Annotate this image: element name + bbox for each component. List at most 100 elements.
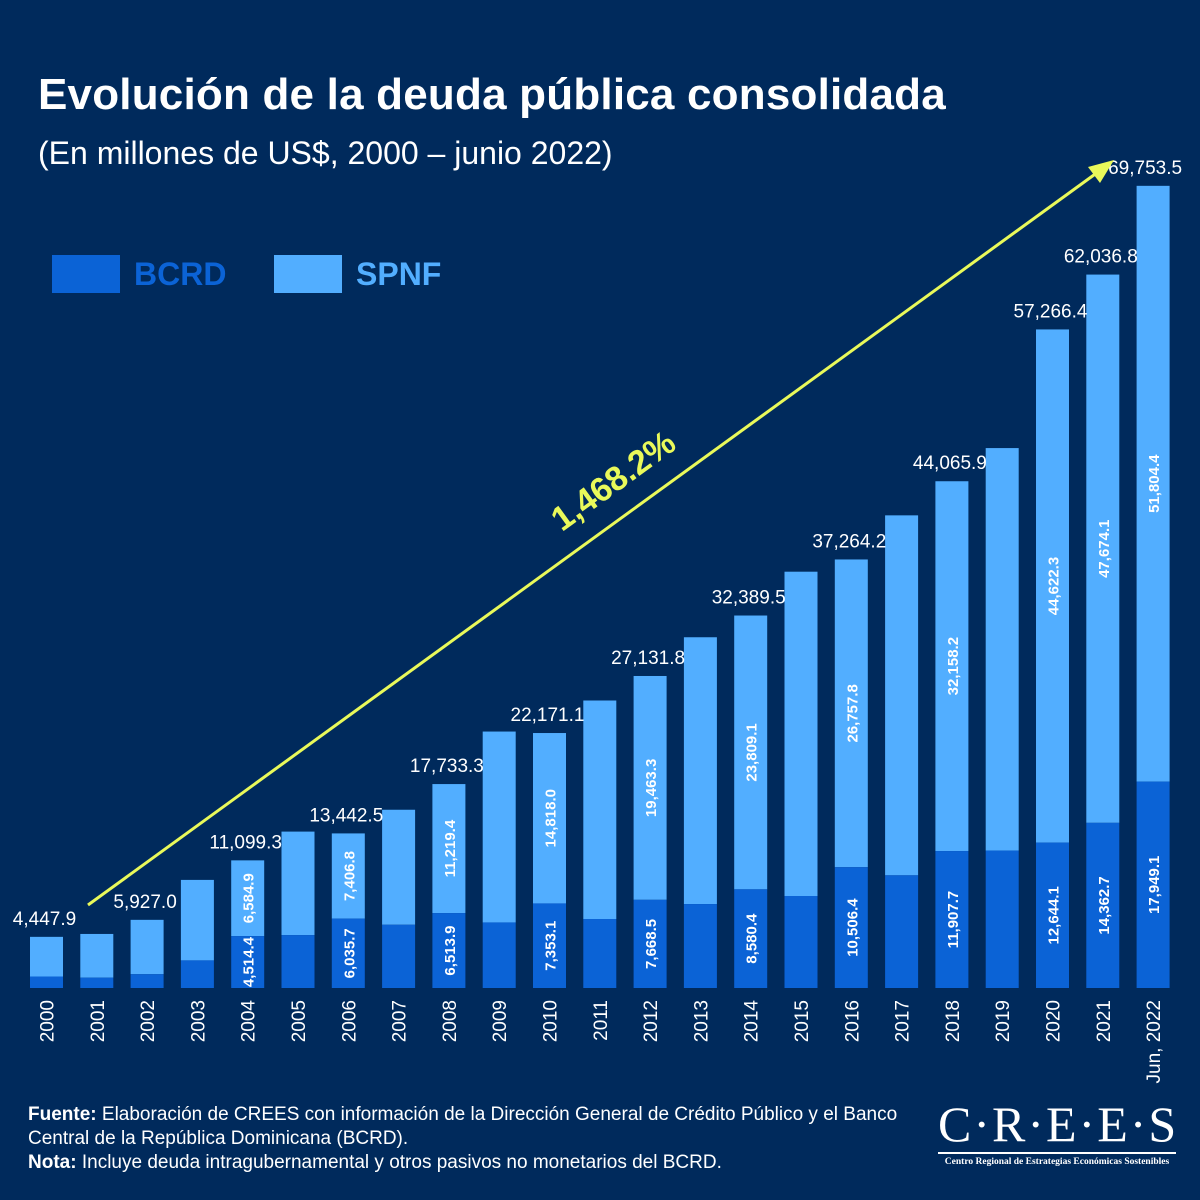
bar-bcrd-21 bbox=[1086, 822, 1120, 988]
source-note: Fuente: Elaboración de CREES con informa… bbox=[28, 1103, 908, 1151]
bar-spnf-10 bbox=[533, 733, 566, 904]
x-tick-label-17: 2017 bbox=[893, 1000, 914, 1042]
bar-spnf-7 bbox=[382, 809, 416, 925]
x-tick-label-20: 2020 bbox=[1044, 1000, 1065, 1042]
x-tick-label-6: 2006 bbox=[339, 1000, 360, 1042]
total-value-label-12: 27,131.8 bbox=[611, 648, 685, 669]
footer-notes: Fuente: Elaboración de CREES con informa… bbox=[28, 1103, 908, 1175]
bar-spnf-3 bbox=[180, 879, 214, 961]
spnf-value-label-21: 47,674.1 bbox=[1096, 520, 1113, 578]
x-tick-label-22: Jun, 2022 bbox=[1144, 1000, 1165, 1083]
bcrd-value-label-16: 10,506.4 bbox=[844, 898, 861, 957]
bar-spnf-1 bbox=[80, 933, 114, 978]
spnf-value-label-20: 44,622.3 bbox=[1046, 557, 1063, 615]
total-value-label-6: 13,442.5 bbox=[309, 805, 383, 826]
bar-bcrd-19 bbox=[985, 850, 1019, 988]
bar-bcrd-9 bbox=[482, 922, 516, 988]
bar-bcrd-1 bbox=[80, 977, 114, 988]
bcrd-value-label-18: 11,907.7 bbox=[945, 891, 962, 949]
x-tick-label-18: 2018 bbox=[943, 1000, 964, 1042]
bar-bcrd-12 bbox=[633, 899, 667, 988]
bcrd-value-label-21: 14,362.7 bbox=[1096, 876, 1113, 934]
bcrd-value-label-22: 17,949.1 bbox=[1146, 856, 1163, 914]
chart-subtitle: (En millones de US$, 2000 – junio 2022) bbox=[38, 135, 613, 171]
bar-bcrd-11 bbox=[583, 919, 617, 988]
total-value-label-8: 17,733.3 bbox=[410, 756, 484, 777]
bar-spnf-11 bbox=[583, 700, 617, 919]
bar-spnf-9 bbox=[482, 731, 516, 923]
bar-spnf-13 bbox=[683, 637, 717, 905]
spnf-value-label-10: 14,818.0 bbox=[543, 789, 560, 847]
bar-bcrd-3 bbox=[180, 960, 214, 988]
total-value-label-18: 44,065.9 bbox=[913, 453, 987, 474]
spnf-value-label-16: 26,757.8 bbox=[844, 684, 861, 742]
x-tick-label-8: 2008 bbox=[440, 1000, 461, 1042]
bar-bcrd-0 bbox=[30, 976, 63, 988]
bcrd-value-label-20: 12,644.1 bbox=[1046, 886, 1063, 944]
bar-spnf-15 bbox=[784, 571, 818, 896]
bar-spnf-5 bbox=[281, 831, 315, 936]
x-tick-label-10: 2010 bbox=[541, 1000, 562, 1042]
logo-divider bbox=[938, 1152, 1176, 1154]
bars-layer bbox=[30, 185, 1170, 988]
x-tick-label-19: 2019 bbox=[993, 1000, 1014, 1042]
x-tick-label-1: 2001 bbox=[88, 1000, 109, 1042]
x-tick-label-9: 2009 bbox=[490, 1000, 511, 1042]
bcrd-value-label-14: 8,580.4 bbox=[744, 913, 761, 964]
spnf-value-label-18: 32,158.2 bbox=[945, 637, 962, 695]
spnf-value-label-22: 51,804.4 bbox=[1146, 454, 1163, 513]
bar-bcrd-2 bbox=[130, 974, 164, 988]
bcrd-value-label-12: 7,668.5 bbox=[643, 919, 660, 969]
bar-bcrd-4 bbox=[231, 936, 265, 988]
bar-bcrd-10 bbox=[533, 903, 566, 988]
legend-label-bcrd: BCRD bbox=[134, 255, 227, 292]
bar-spnf-19 bbox=[985, 448, 1019, 851]
bar-bcrd-8 bbox=[432, 913, 466, 988]
bar-spnf-2 bbox=[130, 919, 164, 975]
chart-title: Evolución de la deuda pública consolidad… bbox=[38, 70, 946, 119]
legend-swatch-spnf bbox=[274, 255, 342, 293]
note: Nota: Incluye deuda intragubernamental y… bbox=[28, 1151, 908, 1175]
logo-text: C·R·E·E·S bbox=[938, 1096, 1179, 1152]
total-value-label-22: 69,753.5 bbox=[1108, 158, 1182, 179]
total-value-label-0: 4,447.9 bbox=[13, 909, 76, 930]
growth-arrow-line bbox=[87, 170, 1099, 907]
bar-bcrd-22 bbox=[1136, 781, 1170, 988]
legend-item-spnf: SPNF bbox=[274, 255, 441, 293]
source-text: Elaboración de CREES con información de … bbox=[28, 1104, 898, 1149]
total-value-label-21: 62,036.8 bbox=[1064, 247, 1138, 268]
total-value-label-10: 22,171.1 bbox=[511, 705, 585, 726]
crees-logo: C·R·E·E·S Centro Regional de Estrategias… bbox=[938, 1098, 1176, 1167]
x-tick-label-12: 2012 bbox=[641, 1000, 662, 1042]
bar-spnf-12 bbox=[633, 675, 667, 900]
spnf-value-label-14: 23,809.1 bbox=[744, 723, 761, 781]
x-tick-label-3: 2003 bbox=[188, 1000, 209, 1042]
total-value-label-4: 11,099.3 bbox=[209, 832, 282, 853]
bar-spnf-0 bbox=[30, 936, 63, 977]
bar-bcrd-18 bbox=[935, 851, 969, 988]
legend-swatch-bcrd bbox=[52, 255, 120, 293]
bar-spnf-22 bbox=[1136, 185, 1170, 782]
bar-bcrd-13 bbox=[683, 904, 717, 988]
spnf-value-label-8: 11,219.4 bbox=[442, 819, 459, 877]
bar-bcrd-6 bbox=[331, 918, 365, 988]
bar-spnf-8 bbox=[432, 784, 466, 914]
spnf-value-label-6: 7,406.8 bbox=[341, 851, 358, 901]
legend-item-bcrd: BCRD bbox=[52, 255, 226, 293]
bcrd-value-label-8: 6,513.9 bbox=[442, 926, 459, 976]
growth-arrow-head bbox=[1088, 160, 1114, 183]
bar-spnf-4 bbox=[231, 860, 265, 937]
bcrd-value-label-6: 6,035.7 bbox=[341, 928, 358, 978]
x-tick-label-15: 2015 bbox=[792, 1000, 813, 1042]
note-label: Nota: bbox=[28, 1152, 77, 1173]
spnf-value-label-4: 6,584.9 bbox=[241, 873, 258, 923]
bar-bcrd-20 bbox=[1036, 842, 1069, 988]
bar-bcrd-7 bbox=[382, 924, 416, 988]
bcrd-value-label-4: 4,514.4 bbox=[241, 936, 258, 987]
bar-bcrd-14 bbox=[734, 889, 768, 988]
logo-subtitle: Centro Regional de Estrategias Económica… bbox=[944, 1157, 1170, 1167]
total-value-label-14: 32,389.5 bbox=[712, 588, 786, 609]
bar-spnf-21 bbox=[1086, 274, 1120, 823]
